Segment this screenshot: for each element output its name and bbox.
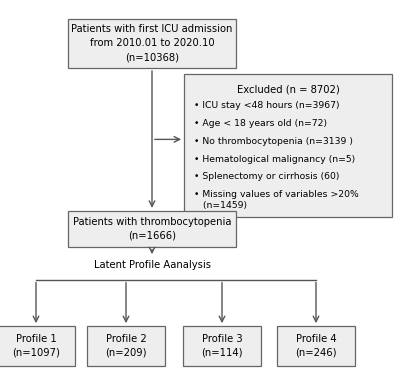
Text: Profile 4
(n=246): Profile 4 (n=246) xyxy=(295,334,337,358)
Text: Profile 3
(n=114): Profile 3 (n=114) xyxy=(201,334,243,358)
Text: Patients with thrombocytopenia
(n=1666): Patients with thrombocytopenia (n=1666) xyxy=(73,217,231,241)
Text: Profile 2
(n=209): Profile 2 (n=209) xyxy=(105,334,147,358)
Text: • Age < 18 years old (n=72): • Age < 18 years old (n=72) xyxy=(194,119,327,128)
FancyBboxPatch shape xyxy=(0,326,75,366)
Text: • Missing values of variables >20%
   (n=1459): • Missing values of variables >20% (n=14… xyxy=(194,190,359,210)
Text: Patients with first ICU admission
from 2010.01 to 2020.10
(n=10368): Patients with first ICU admission from 2… xyxy=(71,25,233,62)
Text: • No thrombocytopenia (n=3139 ): • No thrombocytopenia (n=3139 ) xyxy=(194,137,353,146)
Text: • ICU stay <48 hours (n=3967): • ICU stay <48 hours (n=3967) xyxy=(194,101,340,110)
Text: Profile 1
(n=1097): Profile 1 (n=1097) xyxy=(12,334,60,358)
FancyBboxPatch shape xyxy=(87,326,165,366)
Text: Excluded (n = 8702): Excluded (n = 8702) xyxy=(237,84,339,94)
FancyBboxPatch shape xyxy=(68,211,236,246)
FancyBboxPatch shape xyxy=(277,326,355,366)
FancyBboxPatch shape xyxy=(68,19,236,68)
Text: • Hematological malignancy (n=5): • Hematological malignancy (n=5) xyxy=(194,155,355,164)
FancyBboxPatch shape xyxy=(183,326,261,366)
FancyBboxPatch shape xyxy=(184,74,392,217)
Text: Latent Profile Aanalysis: Latent Profile Aanalysis xyxy=(94,260,210,270)
Text: • Splenectomy or cirrhosis (60): • Splenectomy or cirrhosis (60) xyxy=(194,172,339,181)
